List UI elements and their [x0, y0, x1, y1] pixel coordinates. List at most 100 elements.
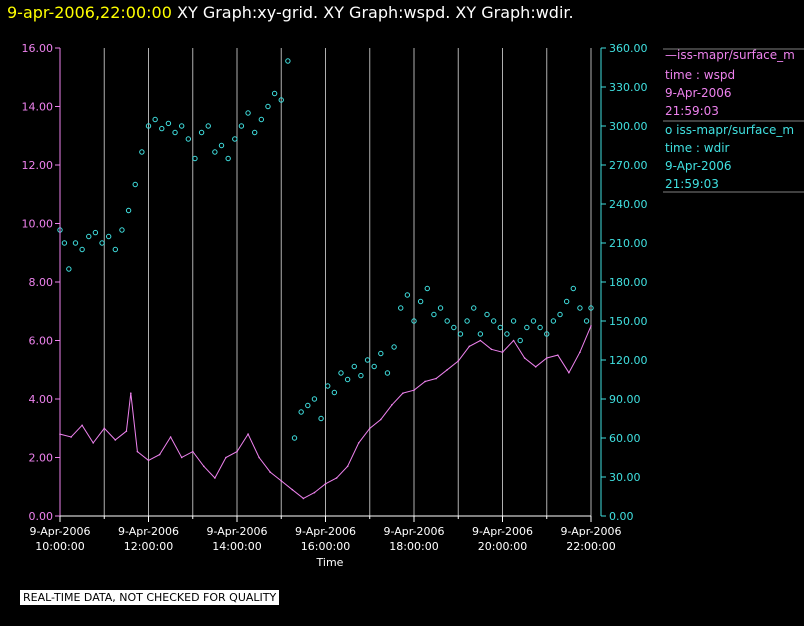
left-y-tick-label: 6.00 [29, 335, 54, 348]
wspd-data-point [203, 465, 205, 468]
right-y-tick-label: 180.00 [609, 276, 648, 289]
wdir-data-point [311, 396, 318, 402]
wdir-data-point [145, 123, 152, 129]
wdir-data-point [457, 331, 464, 337]
legend-wspd-line-icon: — [665, 48, 677, 62]
legend-wdir-name: o iss-mapr/surface_m [665, 123, 795, 137]
x-tick-time-label: 18:00:00 [389, 540, 438, 553]
x-tick-time-label: 16:00:00 [301, 540, 350, 553]
wspd-data-point [269, 471, 271, 473]
wdir-data-point [504, 331, 510, 337]
wspd-data-point [81, 424, 83, 427]
wdir-data-point [364, 357, 371, 363]
wdir-data-point [537, 324, 543, 331]
wdir-data-point [79, 246, 85, 253]
right-y-tick-label: 120.00 [609, 354, 648, 367]
right-y-tick-label: 210.00 [609, 237, 648, 250]
wdir-data-point [139, 149, 145, 155]
legend-wdir-date: 9-Apr-2006 [665, 159, 732, 173]
wdir-data-point [557, 311, 563, 318]
x-tick-date-label: 9-Apr-2006 [295, 525, 356, 538]
wdir-data-point [524, 324, 530, 331]
graph-title: 9-apr-2006,22:00:00 XY Graph:xy-grid. XY… [7, 3, 574, 22]
wdir-data-point [252, 129, 258, 136]
title-graph-names: XY Graph:xy-grid. XY Graph:wspd. XY Grap… [177, 3, 574, 22]
wdir-data-point [378, 350, 384, 357]
wdir-data-point [178, 123, 185, 129]
wspd-series-line [59, 325, 592, 499]
wdir-data-point [119, 227, 125, 233]
wdir-data-point [185, 136, 192, 142]
wspd-data-point [490, 348, 493, 351]
wspd-data-point [214, 477, 216, 479]
wspd-data-point [590, 325, 592, 327]
wspd-data-point [147, 459, 150, 462]
wdir-data-point [384, 370, 391, 376]
wspd-data-point [457, 360, 460, 362]
wdir-data-point [570, 285, 576, 292]
wdir-data-point [205, 123, 211, 129]
right-y-tick-label: 30.00 [609, 471, 641, 484]
wdir-data-point [99, 240, 105, 246]
wspd-data-point [313, 491, 316, 494]
wdir-data-point [278, 97, 284, 103]
wdir-data-point [132, 181, 138, 188]
wdir-data-point [444, 318, 450, 324]
wspd-data-point [136, 450, 139, 453]
wspd-data-point [380, 418, 382, 421]
wdir-data-point [232, 136, 238, 142]
x-tick-time-label: 20:00:00 [478, 540, 527, 553]
wdir-data-point [112, 246, 119, 253]
wspd-data-point [568, 371, 570, 374]
right-y-tick-label: 60.00 [609, 432, 641, 445]
left-y-tick-label: 16.00 [22, 42, 54, 55]
wspd-data-point [225, 456, 227, 459]
wdir-data-point [125, 207, 132, 214]
wdir-data-point [411, 318, 417, 324]
wdir-data-point [66, 266, 72, 272]
wdir-data-point [490, 318, 497, 324]
wdir-data-point [497, 324, 503, 331]
legend-wdir-time: 21:59:03 [665, 177, 719, 191]
wdir-data-point [172, 129, 178, 136]
wspd-data-point [534, 366, 537, 368]
wdir-data-point [225, 155, 231, 162]
wspd-data-point [468, 345, 471, 348]
wspd-data-point [130, 392, 132, 394]
wspd-data-point [302, 497, 305, 500]
x-tick-time-label: 22:00:00 [566, 540, 615, 553]
wdir-data-point [325, 383, 331, 389]
wspd-data-point [579, 351, 581, 354]
left-y-tick-label: 14.00 [22, 101, 54, 114]
wdir-data-point [371, 363, 377, 370]
wdir-data-point [550, 318, 557, 324]
wspd-data-point [335, 477, 338, 479]
wspd-data-point [402, 392, 404, 394]
wdir-data-point [72, 240, 79, 246]
wdir-data-point [192, 155, 198, 162]
wdir-data-point [105, 233, 112, 240]
left-y-tick-label: 8.00 [29, 276, 54, 289]
right-y-tick-label: 330.00 [609, 81, 648, 94]
wspd-data-point [125, 430, 128, 432]
wspd-data-point [424, 380, 426, 383]
legend-wspd-name: —iss-mapr/surface_m [665, 48, 795, 62]
left-y-tick-label: 4.00 [29, 393, 54, 406]
legend-wdir-field: time : wdir [665, 141, 730, 155]
wdir-data-point [351, 363, 357, 370]
wdir-data-point [477, 331, 484, 337]
wdir-data-point [271, 90, 278, 97]
wdir-data-point [404, 292, 411, 298]
wspd-data-point [368, 427, 371, 430]
right-y-tick-label: 240.00 [609, 198, 648, 211]
x-tick-date-label: 9-Apr-2006 [206, 525, 267, 538]
title-timestamp: 9-apr-2006,22:00:00 [7, 3, 172, 22]
x-tick-date-label: 9-Apr-2006 [472, 525, 533, 538]
wspd-data-point [92, 442, 94, 444]
wspd-data-point [258, 456, 260, 459]
x-tick-time-label: 12:00:00 [124, 540, 173, 553]
right-y-tick-label: 300.00 [609, 120, 648, 133]
wspd-data-point [435, 377, 437, 380]
wspd-data-point [70, 436, 72, 438]
wspd-data-point [236, 450, 238, 453]
